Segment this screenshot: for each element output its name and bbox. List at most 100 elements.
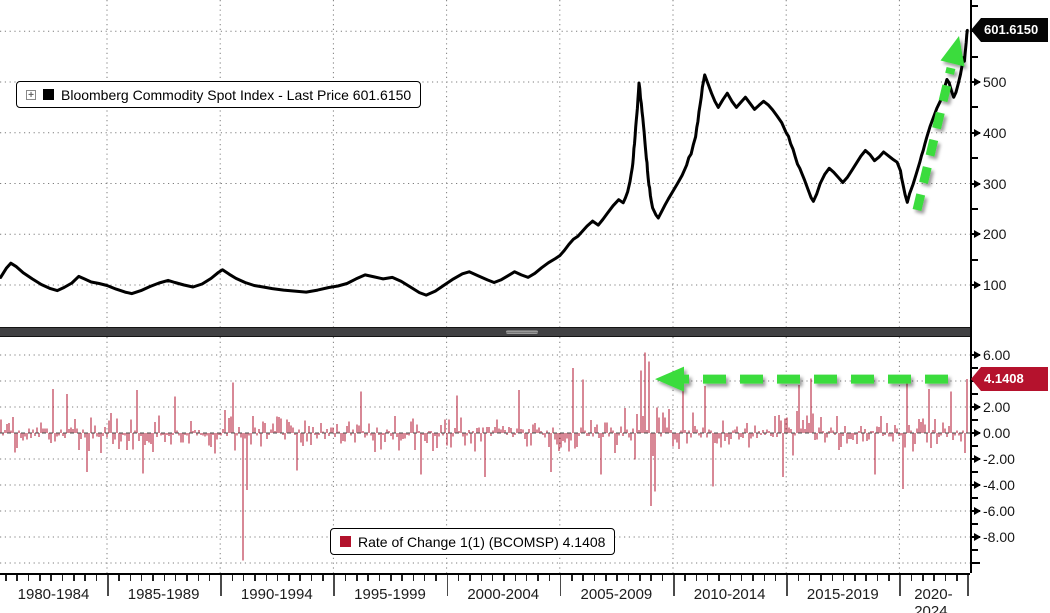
tick-arrow-icon bbox=[974, 179, 981, 188]
y-axis-label: -4.00 bbox=[974, 477, 1015, 493]
splitter-handle-icon[interactable] bbox=[506, 330, 538, 334]
tick-arrow-icon bbox=[974, 281, 981, 289]
x-axis-tick bbox=[50, 575, 52, 581]
y-axis-label: 200 bbox=[974, 226, 1006, 242]
right-price-axis[interactable]: 500 400 300 200 100 6.00 2.00 0.00 -2.00 -4.00 -6.… bbox=[970, 0, 1050, 573]
x-axis-tick bbox=[16, 575, 18, 581]
axis-tick bbox=[972, 55, 978, 58]
x-axis-tick bbox=[514, 575, 516, 581]
axis-tick bbox=[972, 4, 978, 7]
x-axis-tick bbox=[605, 575, 607, 581]
axis-tick bbox=[972, 157, 978, 160]
x-axis-tick bbox=[650, 575, 652, 581]
x-axis-label: 2010-2014 bbox=[693, 586, 766, 603]
x-axis-tick bbox=[152, 575, 154, 581]
x-axis-separator bbox=[673, 575, 675, 596]
x-axis-tick bbox=[933, 575, 935, 581]
x-axis-tick bbox=[503, 575, 505, 581]
axis-tick bbox=[972, 471, 978, 473]
x-axis-label: 2015-2019 bbox=[806, 586, 879, 603]
x-axis-tick bbox=[944, 575, 947, 581]
x-axis-tick bbox=[288, 575, 290, 581]
x-axis-label: 1980-1984 bbox=[17, 586, 90, 603]
x-axis-tick bbox=[356, 575, 358, 581]
x-axis-tick bbox=[593, 575, 596, 581]
x-axis-tick bbox=[265, 575, 267, 581]
x-axis-tick bbox=[808, 575, 811, 581]
axis-tick bbox=[972, 549, 978, 551]
x-axis-tick bbox=[39, 575, 41, 581]
x-axis-tick bbox=[84, 575, 86, 581]
y-axis-label: -8.00 bbox=[974, 529, 1015, 545]
x-axis-tick bbox=[491, 575, 494, 581]
x-axis-label: 1985-1989 bbox=[127, 586, 200, 603]
legend-commodity-index-label: Bloomberg Commodity Spot Index - Last Pr… bbox=[61, 86, 412, 103]
roc-bars[interactable] bbox=[0, 352, 968, 561]
x-axis-separator bbox=[107, 575, 109, 596]
x-axis-separator bbox=[220, 575, 222, 596]
tick-arrow-icon bbox=[974, 403, 981, 411]
x-axis-tick bbox=[797, 575, 799, 581]
x-axis-tick bbox=[197, 575, 199, 581]
x-axis-tick bbox=[627, 575, 630, 581]
x-axis-tick bbox=[888, 575, 890, 581]
x-axis-tick bbox=[740, 575, 743, 581]
x-axis-label: 2000-2004 bbox=[467, 586, 540, 603]
last-price-tag[interactable]: 601.6150 bbox=[971, 18, 1048, 42]
x-axis-tick bbox=[706, 575, 709, 581]
rate-of-change-chart-panel[interactable] bbox=[0, 337, 970, 573]
expand-icon[interactable]: + bbox=[26, 89, 36, 100]
annotation-arrow-left[interactable] bbox=[655, 366, 948, 392]
x-axis-label: 1990-1994 bbox=[240, 586, 313, 603]
x-axis-tick bbox=[95, 575, 98, 581]
x-axis-tick bbox=[729, 575, 732, 581]
legend-commodity-index[interactable]: + Bloomberg Commodity Spot Index - Last … bbox=[16, 81, 422, 108]
x-axis-tick bbox=[423, 575, 426, 581]
axis-tick bbox=[972, 419, 978, 421]
x-axis-tick bbox=[661, 575, 664, 581]
axis-tick bbox=[972, 393, 978, 395]
x-axis-tick bbox=[242, 575, 245, 581]
x-axis-tick bbox=[61, 575, 64, 581]
x-axis-tick bbox=[910, 575, 913, 581]
x-axis-tick bbox=[390, 575, 392, 581]
x-axis-tick bbox=[582, 575, 584, 581]
x-axis-label: 1995-1999 bbox=[354, 586, 426, 603]
x-axis-tick bbox=[639, 575, 641, 581]
panel-splitter[interactable] bbox=[0, 327, 1050, 337]
y-axis-label: 100 bbox=[974, 277, 1006, 293]
x-axis-tick bbox=[469, 575, 471, 581]
series-marker-red bbox=[340, 536, 351, 547]
tick-arrow-icon bbox=[974, 230, 981, 239]
x-axis-tick bbox=[322, 575, 324, 581]
x-axis-tick bbox=[27, 575, 30, 581]
tick-arrow-icon bbox=[974, 128, 981, 137]
x-axis-tick bbox=[174, 575, 177, 581]
x-axis-tick bbox=[956, 575, 958, 581]
y-axis-label: 400 bbox=[974, 125, 1006, 141]
rate-of-change-value-tag[interactable]: 4.1408 bbox=[971, 367, 1048, 391]
x-axis-tick bbox=[344, 575, 347, 581]
commodity-index-chart-panel[interactable] bbox=[0, 0, 970, 327]
x-axis-tick bbox=[820, 575, 822, 581]
x-axis-tick bbox=[186, 575, 188, 581]
legend-rate-of-change[interactable]: Rate of Change 1(1) (BCOMSP) 4.1408 bbox=[330, 528, 616, 555]
x-axis-tick bbox=[548, 575, 550, 581]
axis-tick bbox=[972, 523, 978, 525]
time-axis[interactable]: 1980-1984 1985-1989 1990-1994 1995-1999 2000… bbox=[0, 573, 970, 613]
price-line-series[interactable] bbox=[0, 28, 969, 297]
x-axis-separator bbox=[333, 575, 335, 596]
annotation-arrow-up[interactable] bbox=[912, 36, 965, 212]
series-marker-black bbox=[43, 89, 54, 100]
x-axis-tick bbox=[616, 575, 618, 581]
tick-arrow-icon bbox=[974, 78, 981, 86]
x-axis-tick bbox=[684, 575, 686, 581]
y-axis-label: 500 bbox=[974, 74, 1006, 90]
tick-arrow-icon bbox=[974, 351, 981, 359]
axis-tick bbox=[972, 367, 978, 369]
y-axis-label: 6.00 bbox=[974, 347, 1010, 363]
x-axis-tick bbox=[763, 575, 765, 581]
y-axis-label: 0.00 bbox=[974, 425, 1010, 441]
x-axis-tick bbox=[129, 575, 132, 581]
tick-arrow-icon bbox=[974, 507, 981, 515]
